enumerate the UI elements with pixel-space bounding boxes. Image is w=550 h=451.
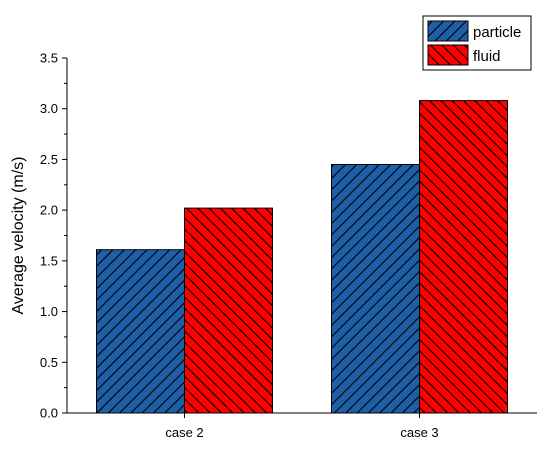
y-tick-label: 0.5 [40,355,58,370]
y-tick-label: 1.0 [40,304,58,319]
bars-group [96,100,508,414]
bar-fluid-case-3 [419,100,508,414]
legend-label-particle: particle [473,24,521,41]
bar-fluid-case-2 [184,207,273,414]
y-tick-label: 1.5 [40,253,58,268]
x-tick-label: case 3 [400,425,438,440]
bar-particle-case-3 [331,164,420,414]
y-ticks: 0.0 0.5 1.0 1.5 2.0 2.5 3.0 3.5 [40,51,67,421]
y-axis-label: Average velocity (m/s) [10,157,27,315]
legend-label-fluid: fluid [473,48,501,65]
y-tick-label: 2.5 [40,152,58,167]
y-tick-label: 3.5 [40,51,58,66]
legend-swatch-fluid [427,44,469,66]
y-tick-label: 0.0 [40,406,58,421]
legend: particle fluid [422,15,532,71]
x-tick-label: case 2 [165,425,203,440]
y-tick-label: 2.0 [40,203,58,218]
x-ticks: case 2 case 3 [165,413,439,440]
y-tick-label: 3.0 [40,101,58,116]
bar-particle-case-2 [96,249,185,414]
legend-swatch-particle [427,20,469,42]
